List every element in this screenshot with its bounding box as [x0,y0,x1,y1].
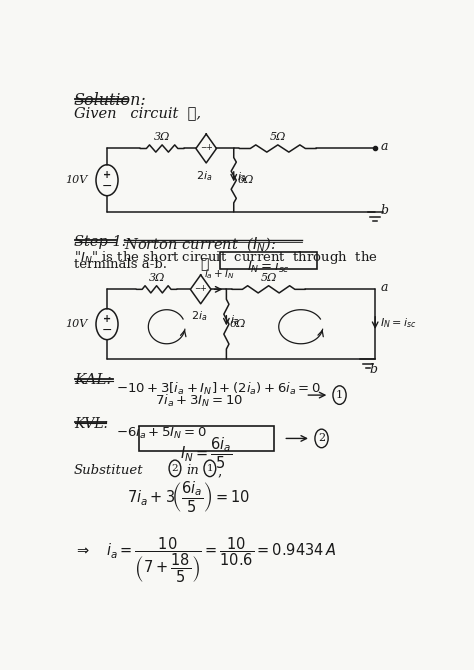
Text: $i_a$: $i_a$ [237,170,247,184]
Text: $-6i_a + 5I_N = 0$: $-6i_a + 5I_N = 0$ [116,425,207,441]
Text: 6Ω: 6Ω [237,176,254,185]
Text: in: in [186,464,199,477]
Text: 5Ω: 5Ω [270,132,286,142]
Text: KVL:: KVL: [74,417,108,431]
Text: 3Ω: 3Ω [154,132,170,142]
Text: Step 1:: Step 1: [74,235,127,249]
Text: b: b [381,204,389,218]
Text: $I_N = \dfrac{6i_a}{5}$: $I_N = \dfrac{6i_a}{5}$ [180,436,232,470]
Text: Substituet: Substituet [74,464,144,477]
Text: $7i_a + 3I_N = 10$: $7i_a + 3I_N = 10$ [155,393,243,409]
Text: KΛL:: KΛL: [74,373,111,387]
Text: $7i_a + 3\!\left(\dfrac{6i_a}{5}\right) = 10$: $7i_a + 3\!\left(\dfrac{6i_a}{5}\right) … [127,480,250,515]
Text: Norton current  ($I_N$):: Norton current ($I_N$): [124,235,276,253]
Text: 1: 1 [336,390,343,400]
Text: 2: 2 [318,433,325,444]
Text: 6Ω: 6Ω [230,319,246,329]
Text: ∴: ∴ [201,257,209,271]
Text: b: b [370,362,378,376]
Text: Solution:: Solution: [74,92,146,109]
Text: $2i_a$: $2i_a$ [191,309,207,323]
Text: +: + [103,170,111,180]
Text: 1: 1 [207,464,213,473]
Text: $i_a + I_N$: $i_a + I_N$ [204,267,234,281]
Text: "$I_N$" is the short circuit  current  through  the: "$I_N$" is the short circuit current thr… [74,249,378,265]
Text: −: − [102,324,112,337]
Text: ,: , [218,464,222,478]
Text: $I_N = i_{sc}$: $I_N = i_{sc}$ [247,259,290,275]
Text: 5Ω: 5Ω [260,273,277,283]
Text: a: a [381,141,388,153]
Text: −+: −+ [194,284,207,293]
Text: a: a [381,281,388,294]
Text: $2i_a$: $2i_a$ [196,169,212,183]
Text: −+: −+ [200,143,212,152]
Text: $I_N = i_{sc}$: $I_N = i_{sc}$ [380,316,416,330]
Text: $-10 + 3\left[i_a + I_N\right] + (2i_a) + 6i_a = 0$: $-10 + 3\left[i_a + I_N\right] + (2i_a) … [116,381,321,397]
Text: $i_a$: $i_a$ [230,314,239,328]
Text: 10V: 10V [66,176,88,185]
Text: +: + [103,314,111,324]
Text: 3Ω: 3Ω [148,273,165,283]
Text: 10V: 10V [66,319,88,329]
Text: $\Rightarrow \quad i_a = \dfrac{10}{\left(7 + \dfrac{18}{5}\right)} = \dfrac{10}: $\Rightarrow \quad i_a = \dfrac{10}{\lef… [74,536,337,585]
Text: terminals a-b.: terminals a-b. [74,259,167,271]
Text: 2: 2 [172,464,178,473]
Text: −: − [102,180,112,193]
Text: Given   circuit  ⓐ,: Given circuit ⓐ, [74,106,201,120]
